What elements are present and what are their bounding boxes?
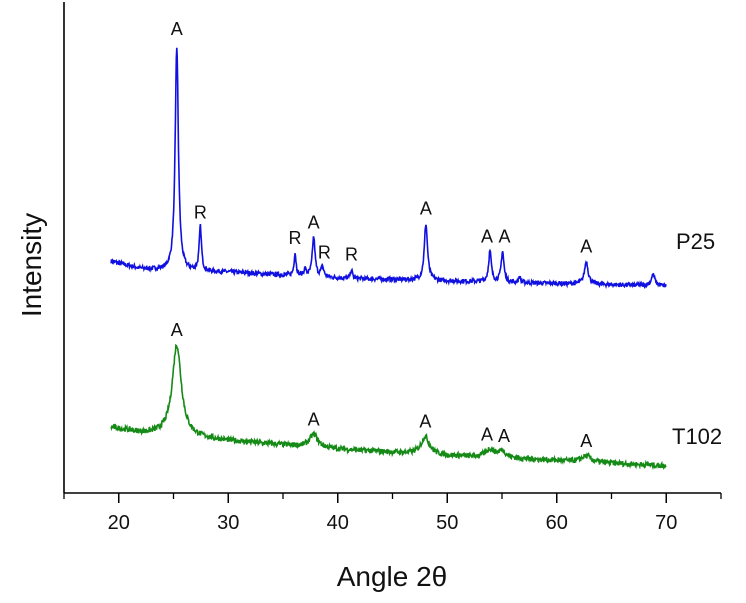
peak-label: A: [498, 426, 510, 446]
x-axis-title: Angle 2θ: [337, 561, 448, 592]
x-tick-label: 70: [655, 512, 677, 534]
curves: [110, 47, 667, 471]
series-line-p25: [110, 47, 667, 290]
peak-label: R: [345, 245, 358, 265]
peak-label: R: [194, 202, 207, 222]
peak-label: A: [171, 320, 183, 340]
peak-label: A: [481, 425, 493, 445]
peak-label: R: [318, 242, 331, 262]
peak-label: A: [580, 431, 592, 451]
peak-label: A: [419, 412, 431, 432]
series-name-label: T102: [672, 424, 722, 449]
x-tick-label: 30: [217, 512, 239, 534]
axes: 20 30 40 50 60 70: [63, 2, 722, 534]
x-tick-label: 40: [327, 512, 349, 534]
y-axis-title: Intensity: [16, 213, 47, 317]
peak-label: R: [289, 228, 302, 248]
peak-label: A: [308, 212, 320, 232]
peak-label: A: [481, 226, 493, 246]
x-tick-label: 50: [436, 512, 458, 534]
peak-label: A: [171, 19, 183, 39]
peak-label: A: [308, 409, 320, 429]
peak-label: A: [580, 236, 592, 256]
x-tick-label: 20: [108, 512, 130, 534]
series-line-t102: [110, 343, 667, 471]
series-name-label: P25: [676, 229, 715, 254]
peak-label: A: [420, 199, 432, 219]
x-tick-label: 60: [546, 512, 568, 534]
peak-label: A: [499, 227, 511, 247]
